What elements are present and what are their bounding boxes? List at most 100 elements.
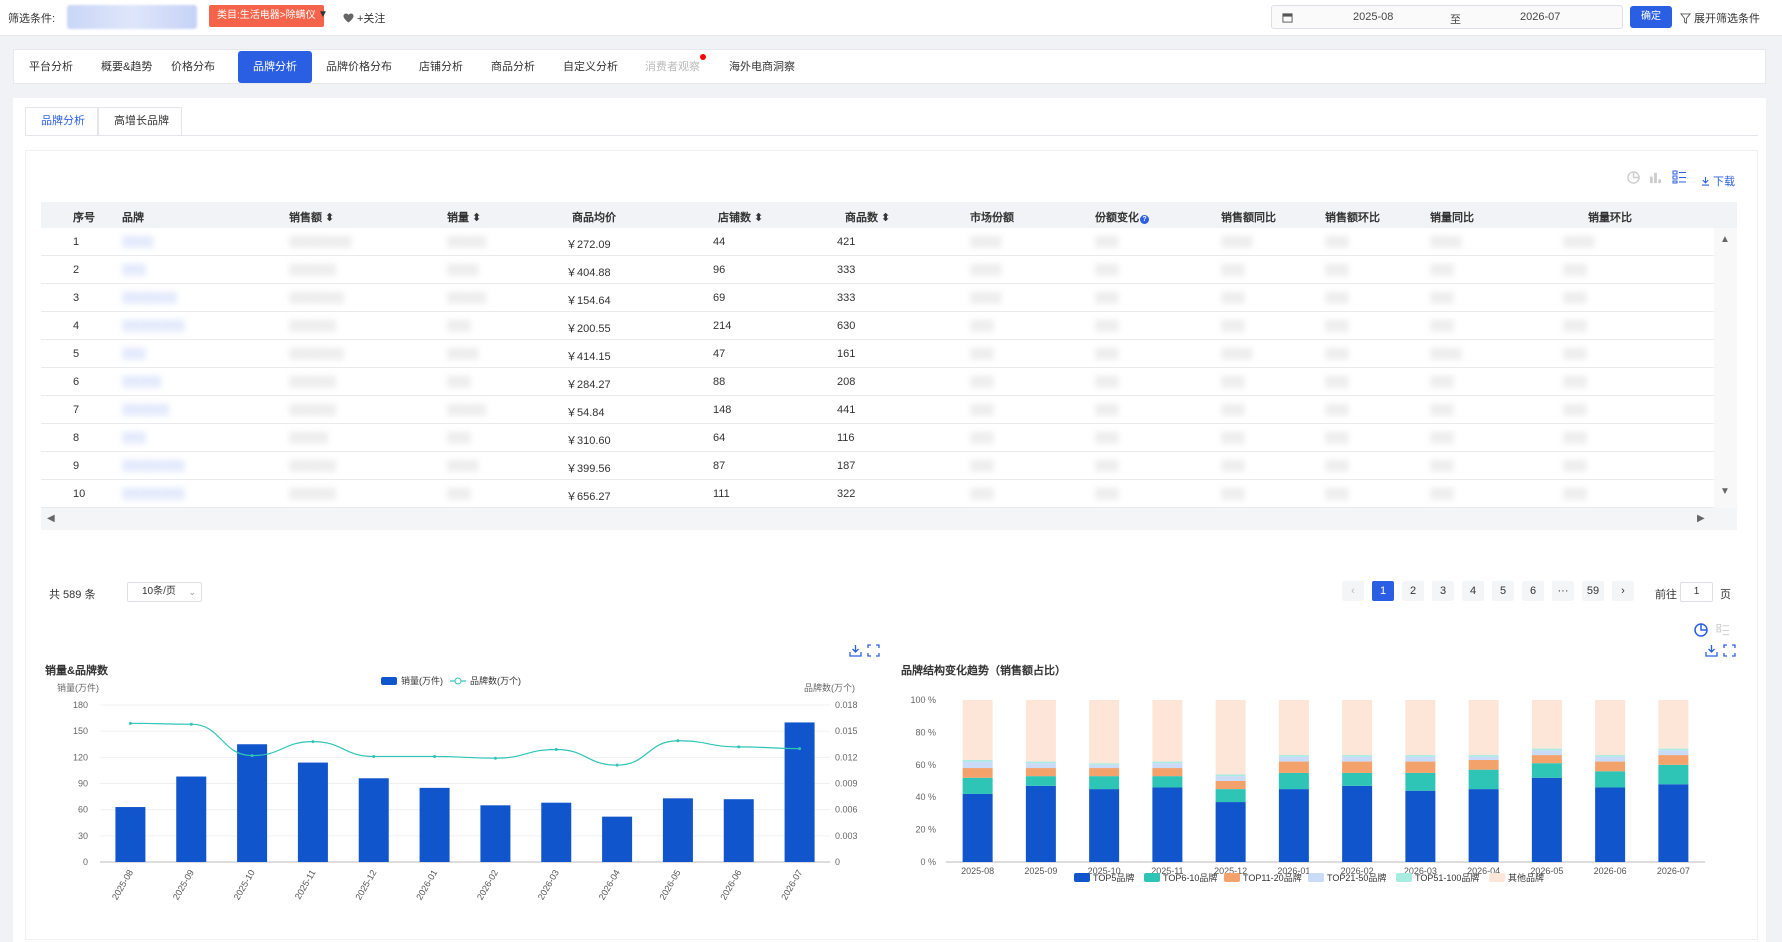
cell-brand[interactable]: ░░░░ [122, 236, 154, 248]
date-to[interactable]: 2026-07 [1520, 11, 1561, 23]
table-header: 序号 品牌 销售额 ⬍ 销量 ⬍ 商品均价 店铺数 ⬍ 商品数 ⬍ 市场份额 份… [41, 202, 1737, 228]
table-view-icon[interactable] [1716, 623, 1730, 637]
page-button[interactable]: 6 [1522, 581, 1544, 601]
stacked-bar-segment [1089, 764, 1120, 769]
cell-brand[interactable]: ░░░ [122, 432, 146, 444]
cell-sales: ░░░░░░ [289, 460, 336, 472]
follow-button[interactable]: +关注 [343, 10, 385, 26]
bar-chart-icon[interactable] [1649, 171, 1662, 184]
scroll-right-icon[interactable]: ▶ [1697, 513, 1705, 524]
cell-volume-yoy: ░░░░ [1430, 348, 1462, 360]
cell-volume-yoy: ░░░ [1430, 264, 1454, 276]
legend-swatch-bar [381, 677, 397, 685]
cell-brand[interactable]: ░░░░░░ [122, 404, 169, 416]
cell-brand[interactable]: ░░░░░ [122, 376, 161, 388]
tab-price-distribution[interactable]: 价格分布 [171, 61, 215, 73]
chevron-down-icon[interactable]: ▼ [318, 9, 328, 20]
cell-store-count: 44 [713, 236, 726, 248]
tab-platform[interactable]: 平台分析 [29, 61, 73, 73]
tab-overview[interactable]: 概要&趋势 [101, 61, 153, 73]
y2-tick-label: 0.015 [835, 726, 858, 736]
cell-volume-yoy: ░░░░ [1430, 236, 1462, 248]
col-item-count[interactable]: 商品数 ⬍ [845, 212, 891, 224]
fullscreen-icon[interactable] [1723, 644, 1736, 657]
fullscreen-icon[interactable] [867, 644, 880, 657]
pie-chart-icon[interactable] [1627, 171, 1640, 184]
col-volume[interactable]: 销量 ⬍ [447, 212, 482, 224]
expand-filters-button[interactable]: 展开筛选条件 [1680, 10, 1760, 26]
help-icon[interactable]: ? [1140, 215, 1149, 224]
x-tick-label: 2026-07 [1657, 866, 1690, 876]
filter-value-blurred[interactable] [67, 5, 197, 29]
stacked-bar-segment [1025, 761, 1056, 764]
cell-brand[interactable]: ░░░ [122, 264, 146, 276]
y-tick-label: 20 % [915, 825, 936, 835]
line-point [737, 745, 741, 749]
pie-chart-icon[interactable] [1694, 623, 1708, 637]
scroll-left-icon[interactable]: ◀ [47, 513, 55, 524]
tab-brand-price[interactable]: 品牌价格分布 [326, 61, 392, 73]
col-volume-yoy: 销量同比 [1430, 212, 1474, 224]
cell-volume-yoy: ░░░ [1430, 376, 1454, 388]
download-icon[interactable] [1705, 644, 1718, 657]
x-tick-label: 2026-06 [718, 868, 743, 902]
page-ellipsis[interactable]: ··· [1552, 581, 1574, 601]
scroll-up-icon[interactable]: ▲ [1720, 234, 1730, 245]
next-page-button[interactable]: › [1612, 581, 1634, 601]
goto-label: 前往 [1655, 589, 1677, 601]
stacked-bar-segment [962, 793, 993, 862]
date-from[interactable]: 2025-08 [1353, 11, 1394, 23]
page-button[interactable]: 2 [1402, 581, 1424, 601]
cell-sales-yoy: ░░░ [1221, 292, 1245, 304]
tab-consumer[interactable]: 消费者观察 [645, 61, 700, 73]
stacked-bar-segment [1658, 755, 1689, 765]
subtab-high-growth[interactable]: 高增长品牌 [98, 107, 182, 136]
category-tag[interactable]: 类目:生活电器>除螨仪 [209, 5, 324, 27]
col-sales[interactable]: 销售额 ⬍ [289, 212, 335, 224]
tab-product-analysis[interactable]: 商品分析 [491, 61, 535, 73]
horizontal-scrollbar[interactable]: ◀ ▶ [41, 508, 1737, 530]
table-view-icon[interactable] [1672, 170, 1687, 184]
bar [723, 799, 754, 862]
table-row: 3 ░░░░░░░ ░░░░░░░ ░░░░░ ￥154.64 69 333 ░░░░ ░░░ ░… [41, 284, 1714, 312]
download-button[interactable]: 下载 [1701, 173, 1735, 189]
cell-item-count: 322 [837, 488, 856, 500]
page-button[interactable]: 5 [1492, 581, 1514, 601]
cell-volume-mom: ░░░ [1563, 348, 1587, 360]
prev-page-button[interactable]: ‹ [1342, 581, 1364, 601]
page-button[interactable]: 59 [1582, 581, 1604, 601]
cell-brand[interactable]: ░░░░░░░ [122, 292, 177, 304]
stacked-bar-segment [1025, 776, 1056, 786]
page-button[interactable]: 1 [1372, 581, 1394, 601]
tab-brand-analysis[interactable]: 品牌分析 [238, 51, 312, 83]
cell-sales-mom: ░░░ [1325, 348, 1349, 360]
stacked-bar-segment [1025, 763, 1056, 769]
cell-brand[interactable]: ░░░░░░░░ [122, 488, 185, 500]
cell-sales: ░░░░░░░░ [289, 236, 352, 248]
download-icon[interactable] [849, 644, 862, 657]
confirm-button[interactable]: 确定 [1630, 6, 1672, 28]
x-tick-label: 2025-10 [232, 868, 257, 902]
subtab-brand-analysis[interactable]: 品牌分析 [25, 107, 98, 136]
page-size-select[interactable]: 10条/页 ⌄ [127, 582, 202, 602]
cell-volume-mom: ░░░ [1563, 320, 1587, 332]
tab-store-analysis[interactable]: 店铺分析 [419, 61, 463, 73]
cell-brand[interactable]: ░░░░░░░░ [122, 320, 185, 332]
x-tick-label: 2026-04 [597, 868, 622, 902]
page-button[interactable]: 4 [1462, 581, 1484, 601]
date-range-picker[interactable]: 2025-08 至 2026-07 [1271, 5, 1623, 29]
scroll-down-icon[interactable]: ▼ [1720, 486, 1730, 497]
tab-overseas[interactable]: 海外电商洞察 [729, 61, 795, 73]
cell-index: 8 [73, 432, 80, 444]
stacked-bar-segment [1152, 763, 1183, 769]
new-badge-dot [700, 54, 706, 60]
tab-custom-analysis[interactable]: 自定义分析 [563, 61, 618, 73]
cell-brand[interactable]: ░░░░░░░░ [122, 460, 185, 472]
vertical-scrollbar[interactable]: ▲ ▼ [1714, 228, 1737, 508]
goto-page-input[interactable]: 1 [1680, 582, 1713, 602]
stacked-bar-segment [1595, 761, 1626, 772]
page-button[interactable]: 3 [1432, 581, 1454, 601]
col-store-count[interactable]: 店铺数 ⬍ [718, 212, 764, 224]
cell-brand[interactable]: ░░░ [122, 348, 146, 360]
col-sales-mom: 销售额环比 [1325, 212, 1380, 224]
